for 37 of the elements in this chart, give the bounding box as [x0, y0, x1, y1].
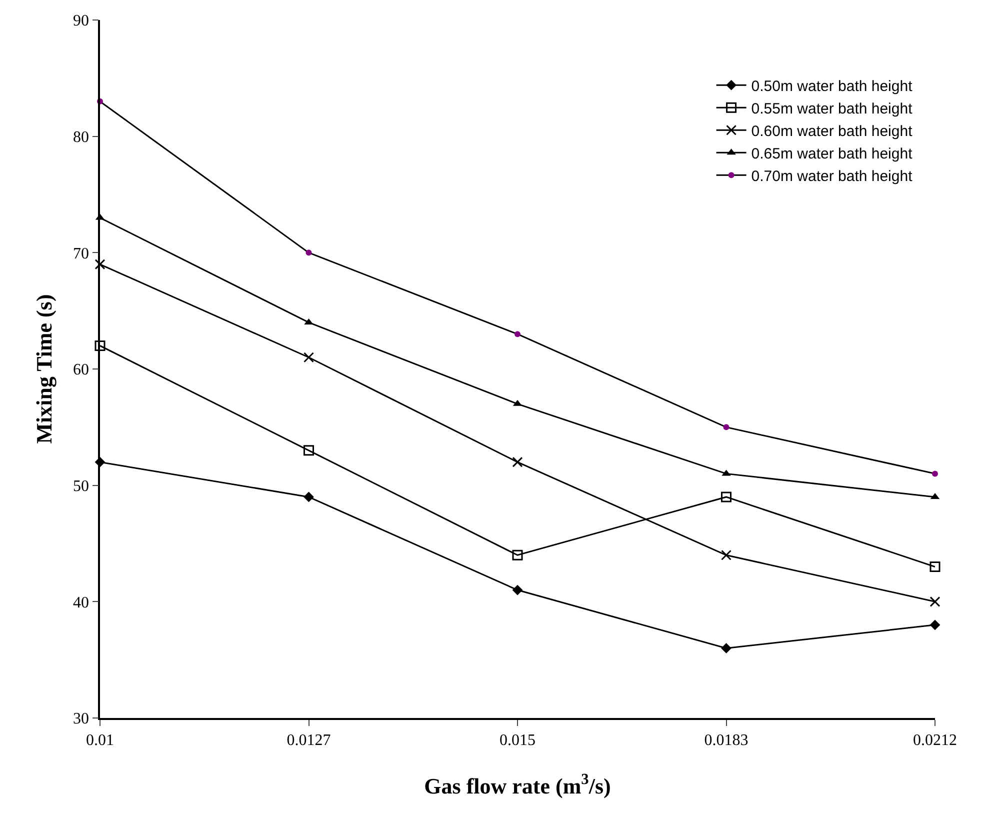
point [930, 562, 940, 572]
point [932, 470, 938, 477]
x-tick-label: 0.0212 [913, 732, 957, 749]
point [306, 250, 312, 256]
y-tick-label: 60 [73, 362, 90, 379]
y-tick-label: 40 [73, 594, 90, 612]
x-tick-label: 0.015 [500, 732, 536, 749]
point [723, 424, 730, 430]
x-tick-label: 0.0183 [704, 732, 748, 749]
y-tick-label: 70 [73, 245, 90, 262]
legend-label: 0.60m water bath height [751, 122, 914, 140]
x-tick-label: 0.0127 [286, 732, 331, 749]
x-tick-label: 0.01 [86, 732, 114, 749]
y-tick-label: 80 [73, 128, 90, 146]
y-axis-title: Mixing Time (s) [31, 294, 56, 444]
point [721, 643, 732, 654]
x-axis-title: Gas flow rate (m$^{3}$/s) [424, 771, 611, 798]
point [512, 456, 523, 468]
point [512, 584, 523, 596]
legend-label: 0.70m water bath height [751, 168, 914, 185]
point [94, 259, 106, 270]
point [304, 445, 314, 456]
point [512, 550, 523, 560]
legend-label: 0.50m water bath height [751, 78, 914, 95]
y-tick-label: 90 [73, 12, 90, 30]
y-tick-label: 30 [73, 710, 90, 728]
point [721, 550, 732, 560]
legend-label: 0.55m water bath height [751, 100, 914, 118]
y-tick-label: 50 [73, 478, 90, 495]
point [721, 492, 732, 502]
legend-label: 0.65m water bath height [751, 145, 914, 162]
point [94, 340, 106, 351]
point [304, 492, 314, 502]
point [304, 352, 314, 363]
point [930, 596, 940, 607]
point [514, 331, 520, 338]
point [930, 620, 940, 630]
